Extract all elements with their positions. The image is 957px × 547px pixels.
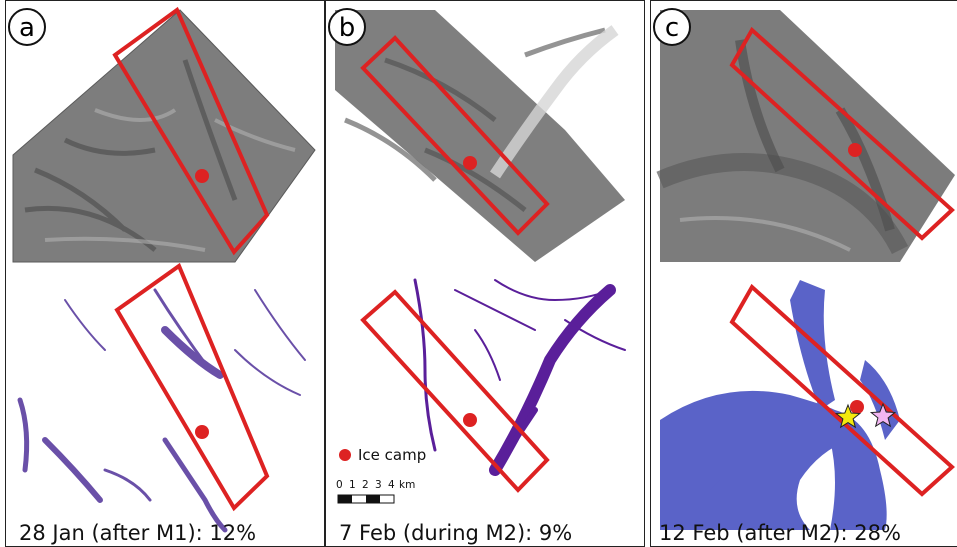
scale-bar: 0 1 2 3 4 km <box>336 479 415 504</box>
star-marker-pink-icon <box>869 402 897 428</box>
scale-tick-label: 4 <box>388 479 395 491</box>
ice-camp-marker <box>463 156 477 170</box>
satellite-image <box>335 10 625 262</box>
scale-tick-label: 0 <box>336 479 343 491</box>
ice-camp-marker <box>195 425 209 439</box>
panel-letter-circle <box>8 8 46 46</box>
panel-caption: 7 Feb (during M2): 9% <box>339 521 573 545</box>
ice-camp-marker <box>195 169 209 183</box>
panel-b-figure: Ice camp 0 1 2 3 4 km b <box>325 0 645 547</box>
scale-tick-label: 1 <box>349 479 356 491</box>
panel-caption: 28 Jan (after M1): 12% <box>19 521 257 545</box>
legend-ice-camp-icon <box>339 449 351 461</box>
panel-b: Ice camp 0 1 2 3 4 km b 7 Feb (during M2… <box>325 0 645 547</box>
panel-c: c 12 Feb (after M2): 28% <box>645 0 957 547</box>
study-area-box <box>729 26 955 241</box>
study-area-box <box>360 35 550 236</box>
study-area-box <box>729 283 955 497</box>
panel-letter: a <box>19 13 35 43</box>
panel-letter: c <box>665 13 679 43</box>
ice-camp-marker <box>463 413 477 427</box>
study-area-box <box>112 6 270 256</box>
lead-map <box>17 288 306 533</box>
scale-tick-label: 2 <box>362 479 369 491</box>
scale-tick-label: 3 <box>375 479 382 491</box>
panel-letter-circle <box>653 8 691 46</box>
panel-letter-circle <box>328 8 366 46</box>
star-marker-yellow-icon <box>834 403 862 429</box>
panel-caption: 12 Feb (after M2): 28% <box>659 521 901 545</box>
panel-letter: b <box>339 13 356 43</box>
panel-a-figure: a <box>5 0 325 547</box>
ice-camp-marker <box>848 143 862 157</box>
lead-map <box>660 280 900 530</box>
study-area-box <box>360 289 550 493</box>
study-area-box <box>114 262 270 512</box>
panel-c-figure: c <box>650 0 957 547</box>
ice-camp-marker <box>850 400 864 414</box>
panel-a: a 28 Jan (after M1): 12% <box>5 0 325 547</box>
lead-map <box>413 278 626 476</box>
scale-unit-label: km <box>399 479 415 491</box>
legend-ice-camp-label: Ice camp <box>358 446 426 464</box>
